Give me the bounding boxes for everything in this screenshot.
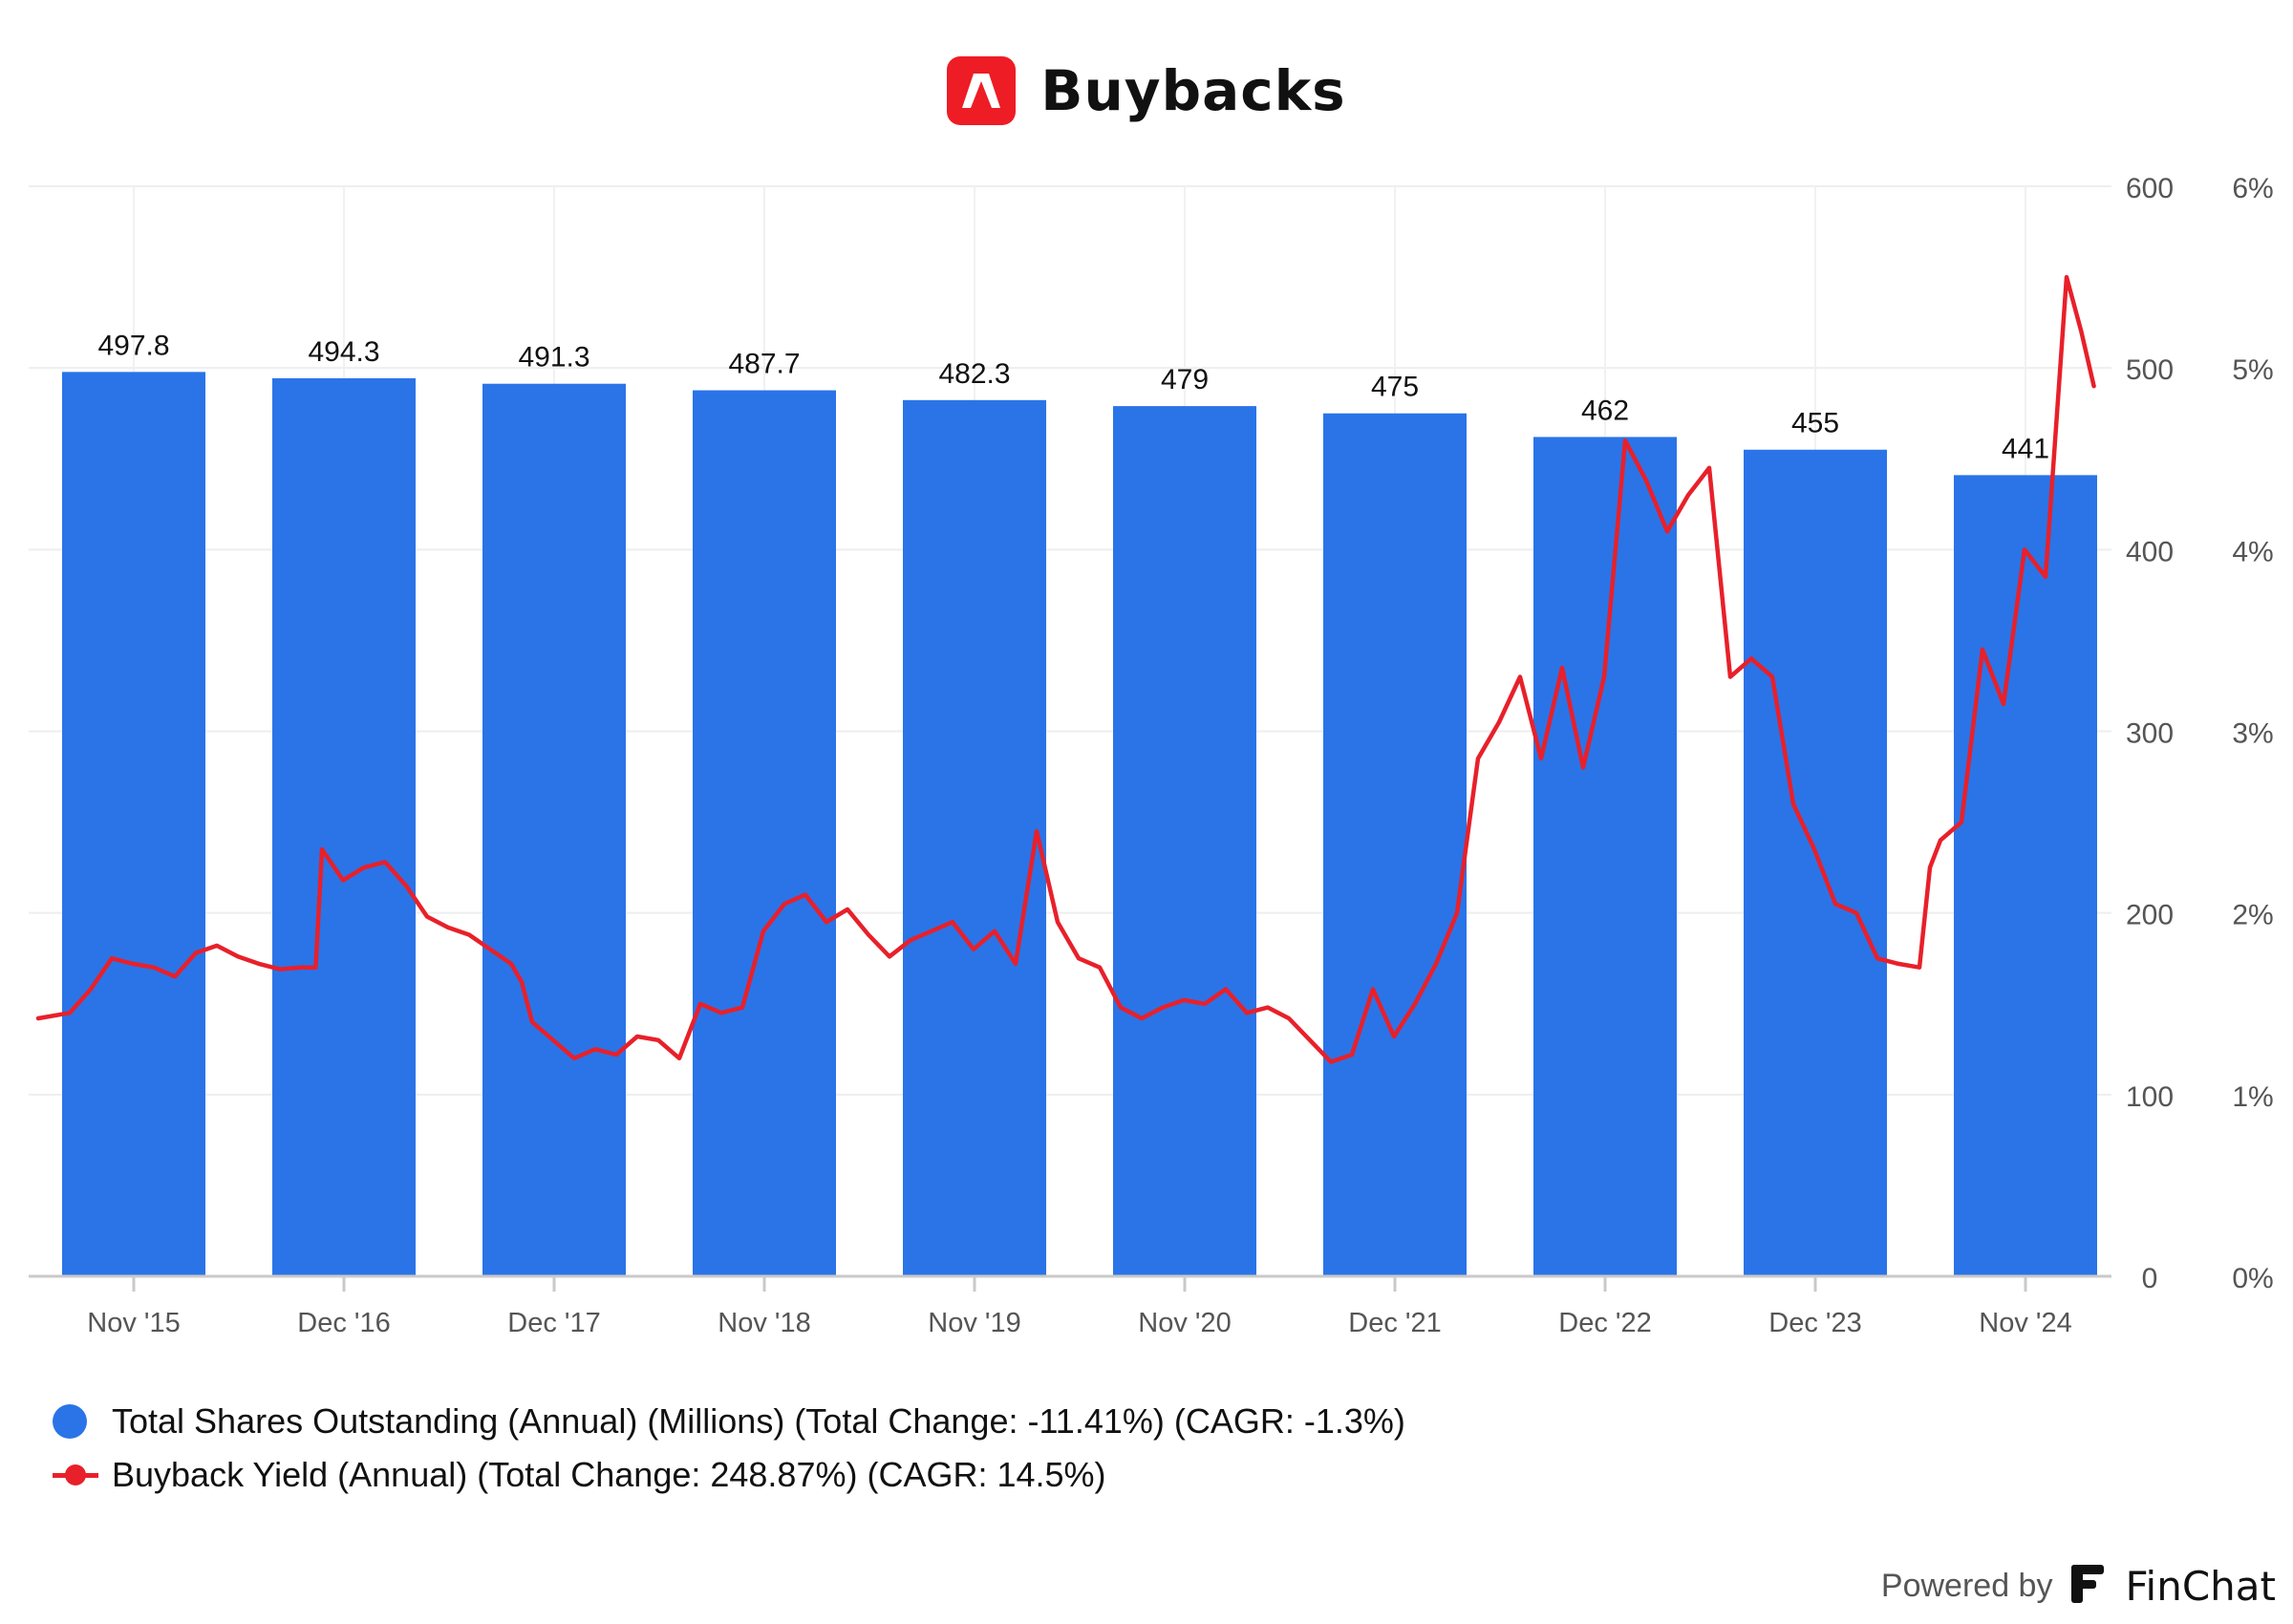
blue-dot-icon [53,1404,87,1439]
x-axis-tick-label: Nov '19 [928,1308,1020,1338]
bar [1113,406,1256,1276]
right-axis-tick-label: 1% [2232,1081,2273,1113]
right-axis-tick-label: 2% [2232,900,2273,931]
bar-value-label: 491.3 [518,342,589,374]
left-axis-tick-label: 600 [2126,173,2174,204]
left-axis-tick-label: 400 [2126,536,2174,567]
bar-value-label: 479 [1161,364,1209,395]
legend: Total Shares Outstanding (Annual) (Milli… [53,1395,1405,1502]
right-axis-tick-label: 4% [2232,536,2273,567]
right-axis-tick-label: 6% [2232,173,2273,204]
right-axis-tick-label: 3% [2232,718,2273,750]
x-axis-tick-label: Dec '23 [1768,1308,1861,1338]
x-axis-tick-label: Nov '24 [1979,1308,2071,1338]
bar-value-label: 462 [1581,395,1629,426]
bar-value-label: 441 [2002,433,2049,464]
adobe-logo-icon [947,56,1017,125]
buyback-yield-line [35,274,2096,1064]
legend-item-shares[interactable]: Total Shares Outstanding (Annual) (Milli… [53,1395,1405,1448]
bar [62,372,205,1276]
right-axis-tick-label: 0% [2232,1263,2273,1294]
x-axis-tick-label: Nov '18 [718,1308,810,1338]
red-line-marker-icon [53,1458,98,1492]
left-axis-tick-label: 300 [2126,718,2174,750]
bar-value-label: 494.3 [308,336,379,368]
finchat-brand: FinChat [2125,1562,2276,1610]
legend-label-shares: Total Shares Outstanding (Annual) (Milli… [112,1401,1405,1441]
powered-by: Powered by FinChat [1881,1557,2276,1614]
bar-value-label: 497.8 [97,330,169,361]
bar [1323,413,1467,1276]
bar [1533,437,1677,1276]
bar [693,390,836,1277]
bar [1954,475,2097,1276]
bar [272,378,416,1276]
bar-value-label: 482.3 [938,358,1010,390]
x-axis-tick-label: Nov '20 [1138,1308,1231,1338]
chart-title: Buybacks [1040,58,1346,123]
finchat-logo-icon [2068,1563,2110,1610]
left-axis-tick-label: 500 [2126,354,2174,386]
left-axis-tick-label: 100 [2126,1081,2174,1113]
powered-by-text: Powered by [1880,1567,2053,1604]
x-axis-tick-label: Dec '22 [1558,1308,1651,1338]
bar-value-label: 487.7 [728,349,800,380]
bar [903,399,1046,1276]
bar [482,383,626,1276]
x-axis-tick-label: Dec '16 [297,1308,390,1338]
right-axis-tick-label: 5% [2232,354,2273,386]
chart-header: Buybacks [0,48,2293,134]
bar [1744,449,1887,1276]
bar-value-label: 475 [1371,372,1419,403]
left-axis-tick-label: 0 [2142,1263,2158,1294]
bar-value-label: 455 [1791,408,1839,439]
legend-item-yield[interactable]: Buyback Yield (Annual) (Total Change: 24… [53,1448,1405,1502]
x-axis-tick-label: Nov '15 [87,1308,180,1338]
x-axis-tick-label: Dec '17 [507,1308,600,1338]
left-axis-tick-label: 200 [2126,900,2174,931]
x-axis-tick-label: Dec '21 [1348,1308,1441,1338]
legend-label-yield: Buyback Yield (Annual) (Total Change: 24… [112,1455,1106,1494]
